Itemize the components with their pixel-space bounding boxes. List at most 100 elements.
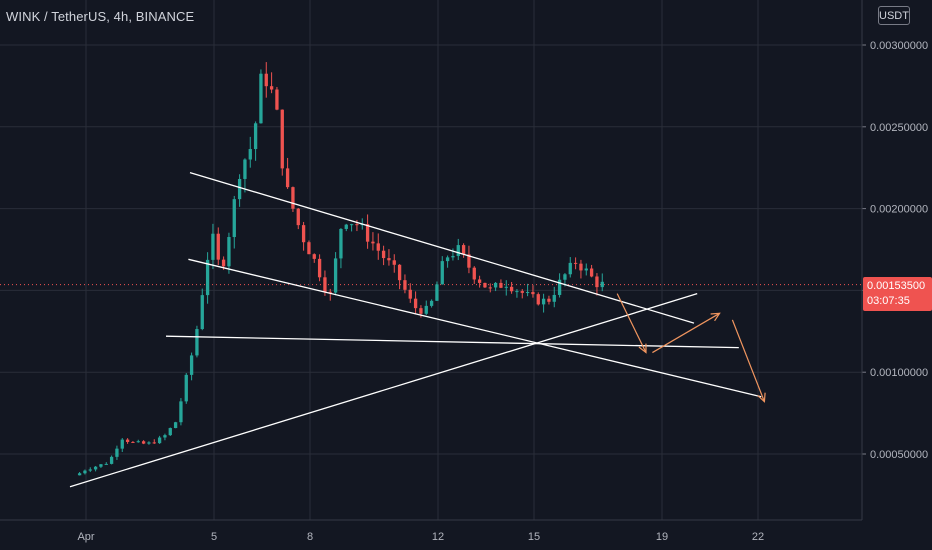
candle-body [312, 254, 316, 259]
symbol-title: WINK / TetherUS, 4h, BINANCE [6, 9, 195, 24]
grid [0, 0, 862, 520]
candle-body [275, 89, 279, 110]
candle-body [451, 255, 455, 258]
candle-body [285, 168, 290, 188]
candle-body [301, 225, 306, 243]
candle-body [600, 281, 604, 288]
candle-body [264, 73, 268, 87]
candle-body [387, 258, 391, 261]
y-tick-label: 0.00100000 [870, 367, 928, 379]
candle-body [136, 441, 140, 443]
candle-body [93, 466, 98, 470]
candle-body [568, 262, 572, 275]
candle-body [472, 267, 476, 280]
candle-body [216, 233, 220, 260]
candle-body [88, 469, 92, 471]
y-tick-label: 0.00050000 [870, 449, 928, 461]
candle-body [520, 291, 524, 293]
candle-body [125, 439, 130, 442]
candle-body [291, 187, 295, 209]
candle-body [509, 286, 514, 292]
candle-body [344, 224, 348, 229]
candle-body [408, 289, 412, 299]
candle-body [163, 435, 167, 438]
candle-body [515, 291, 519, 293]
candle-body [99, 464, 103, 467]
candle-body [141, 441, 146, 444]
last-price-tag: 0.00153500 03:07:35 [863, 277, 932, 311]
forecast-arrow-head [757, 392, 766, 403]
candle-body [109, 456, 114, 464]
trend-line[interactable] [188, 258, 762, 398]
candle-body [531, 292, 535, 295]
x-tick-label: 22 [752, 531, 764, 543]
currency-button[interactable]: USDT [878, 6, 910, 25]
candle-body [248, 149, 252, 160]
candle-body [179, 401, 183, 423]
candle-body [77, 473, 82, 476]
candle-body [221, 259, 226, 267]
candle-body [488, 287, 492, 289]
forecast-arrow-head [710, 312, 721, 322]
candles [77, 62, 604, 476]
candle-body [424, 305, 428, 314]
candle-body [371, 241, 375, 244]
x-tick-label: 8 [307, 531, 313, 543]
candle-body [456, 245, 460, 256]
candle-body [504, 286, 508, 288]
forecast-arrow[interactable] [616, 293, 647, 353]
candle-body [328, 291, 332, 293]
candle-body [467, 254, 471, 268]
candle-body [104, 463, 108, 465]
candle-body [499, 282, 503, 288]
x-tick-label: Apr [77, 531, 94, 543]
candle-body [589, 268, 594, 277]
candle-body [435, 284, 439, 301]
bar-countdown: 03:07:35 [867, 295, 910, 307]
x-tick-label: 12 [432, 531, 444, 543]
candle-body [83, 470, 87, 474]
candle-body [355, 224, 359, 226]
candle-body [173, 422, 178, 429]
drawings[interactable] [69, 171, 766, 488]
candle-body [419, 308, 423, 314]
candle-body [323, 277, 327, 292]
candle-body [211, 233, 215, 260]
trend-line[interactable] [165, 335, 739, 349]
candle-body [477, 279, 482, 283]
candle-body [243, 159, 247, 179]
candle-body [440, 261, 444, 285]
candle-body [115, 448, 119, 457]
candle-body [525, 292, 530, 294]
candle-body [339, 228, 343, 259]
candle-body [280, 109, 284, 169]
trend-line[interactable] [189, 171, 695, 324]
candle-body [205, 259, 210, 296]
candle-body [189, 355, 194, 375]
candle-body [195, 329, 199, 356]
candle-body [547, 298, 551, 302]
forecast-arrow[interactable] [731, 319, 765, 402]
x-tick-label: 15 [528, 531, 540, 543]
candle-body [365, 224, 370, 242]
candle-body [296, 208, 300, 226]
candle-body [269, 86, 274, 90]
candle-body [147, 442, 151, 444]
candle-body [333, 258, 338, 293]
forecast-arrow[interactable] [652, 312, 720, 354]
candle-body [157, 437, 162, 444]
candle-body [563, 274, 567, 280]
forecast-arrow-head [638, 343, 647, 354]
candle-body [483, 282, 487, 288]
candle-body [376, 243, 380, 251]
y-tick-label: 0.00300000 [870, 40, 928, 52]
candle-body [307, 242, 311, 255]
trend-line[interactable] [69, 293, 698, 488]
candle-body [557, 279, 562, 295]
y-tick-label: 0.00200000 [870, 204, 928, 216]
candle-body [493, 282, 498, 288]
candle-body [131, 441, 135, 443]
